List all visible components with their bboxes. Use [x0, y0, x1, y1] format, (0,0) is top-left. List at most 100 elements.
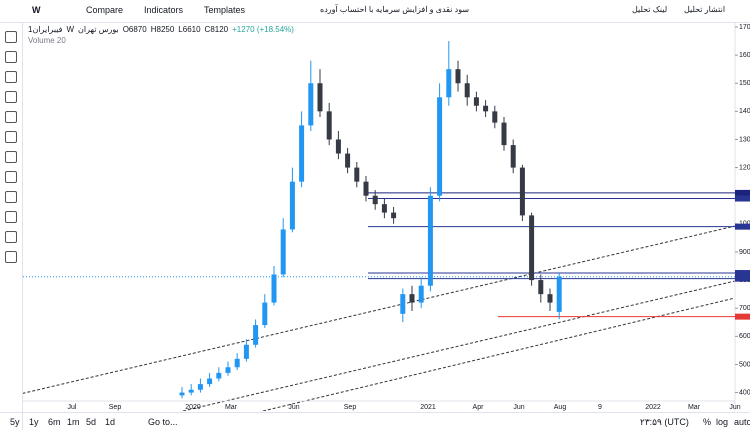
candle-body [501, 122, 507, 146]
x-tick-label: Jun [513, 404, 524, 411]
candle-body [529, 215, 535, 281]
toolbar: W Compare Indicators Templates سود نقدی … [0, 0, 750, 23]
candle-body [262, 302, 268, 326]
legend: فیبرایران1W بورس تهران O6870 H8250 L6610 C812… [28, 25, 298, 45]
range-button[interactable]: 1y [29, 417, 39, 427]
y-tick-label: 6000 [739, 333, 750, 340]
candle-body [464, 83, 470, 98]
candle-body [280, 229, 286, 275]
interval-button[interactable]: W [32, 5, 41, 15]
range-button[interactable]: 5d [86, 417, 97, 427]
x-tick-label: Sep [109, 404, 122, 411]
y-tick-label: 5000 [739, 361, 750, 368]
x-tick-label: 9 [598, 404, 602, 411]
percent[interactable]: % [703, 417, 712, 427]
candle-body [446, 69, 452, 98]
adjust-dropdown[interactable]: سود نقدی و افزایش سرمایه با احتساب آورده [320, 5, 470, 14]
tool[interactable] [5, 191, 17, 203]
x-tick-label: Jun [288, 404, 299, 411]
candle-body [409, 294, 415, 303]
x-tick-label: Jul [68, 404, 77, 411]
candle-body [289, 181, 295, 230]
y-tick-label: 4000 [739, 389, 750, 396]
tool[interactable] [5, 131, 17, 143]
indicators-button[interactable]: Indicators [144, 5, 184, 15]
x-tick-label: 2020 [185, 404, 201, 411]
level-tag [735, 189, 750, 196]
x-tick-label: Aug [554, 404, 567, 411]
range-button[interactable]: 1d [105, 417, 116, 427]
x-tick-label: 2021 [420, 404, 436, 411]
interval: 1W [28, 25, 75, 34]
compare-button[interactable]: Compare [86, 5, 124, 15]
candle-body [437, 97, 443, 196]
candle-body [455, 69, 461, 84]
candle-body [299, 125, 305, 182]
trend-line [262, 297, 736, 411]
goto[interactable]: Go to... [148, 417, 178, 427]
level-tag [735, 195, 750, 202]
tool[interactable] [5, 171, 17, 183]
range-button[interactable]: 6m [48, 417, 61, 427]
y-tick-label: 17000 [739, 24, 750, 31]
candle-body [381, 204, 387, 213]
auto[interactable]: auto [734, 417, 750, 427]
candle-body [335, 139, 341, 154]
y-tick-label: 13000 [739, 136, 750, 143]
level-tag [735, 275, 750, 282]
x-tick-label: Mar [225, 404, 238, 411]
candle-body [400, 294, 406, 314]
candle-body [354, 167, 360, 182]
y-tick-label: 16000 [739, 52, 750, 59]
x-tick-label: Jun [729, 404, 740, 411]
candle-body [483, 105, 489, 112]
candle-body [363, 181, 369, 196]
level-tag [735, 223, 750, 230]
tool[interactable] [5, 151, 17, 163]
candle-body [473, 97, 479, 106]
tool[interactable] [5, 71, 17, 83]
candle-body [556, 276, 562, 312]
tool[interactable] [5, 211, 17, 223]
link-button[interactable]: لینک تحلیل [632, 5, 668, 14]
trend-line [182, 280, 736, 411]
candle-body [234, 358, 240, 368]
candle-body [538, 280, 544, 295]
log[interactable]: log [716, 417, 729, 427]
ohlc: H8250 [150, 25, 175, 34]
range-button[interactable]: 5y [10, 417, 20, 427]
exchange: بورس تهران [78, 25, 119, 34]
ohlc: C8120 [204, 25, 229, 34]
candle-body [216, 372, 222, 379]
y-tick-label: 7000 [739, 305, 750, 312]
tool[interactable] [5, 51, 17, 63]
candle-body [317, 83, 323, 112]
candle-body [519, 167, 525, 216]
candle-body [225, 367, 231, 373]
level-tag [735, 270, 750, 277]
x-tick-label: Sep [344, 404, 357, 411]
y-tick-label: 9000 [739, 249, 750, 256]
candle-body [308, 83, 314, 126]
x-tick-label: Mar [688, 404, 701, 411]
candle-body [253, 325, 259, 345]
candle-body [391, 212, 397, 219]
ohlc: O6870 [122, 25, 147, 34]
volume: Volume 20 [28, 36, 66, 45]
tool[interactable] [5, 251, 17, 263]
tool[interactable] [5, 231, 17, 243]
candle-body [179, 392, 185, 396]
range-button[interactable]: 1m [67, 417, 80, 427]
templates-button[interactable]: Templates [204, 5, 246, 15]
drawing-tools [0, 23, 23, 430]
tool[interactable] [5, 31, 17, 43]
candle-body [547, 294, 553, 303]
candle-body [243, 344, 249, 359]
candle-body [418, 285, 424, 303]
tool[interactable] [5, 91, 17, 103]
candle-body [271, 274, 277, 303]
tool[interactable] [5, 111, 17, 123]
publish-button[interactable]: انتشار تحلیل [684, 5, 726, 14]
candle-body [197, 384, 203, 390]
